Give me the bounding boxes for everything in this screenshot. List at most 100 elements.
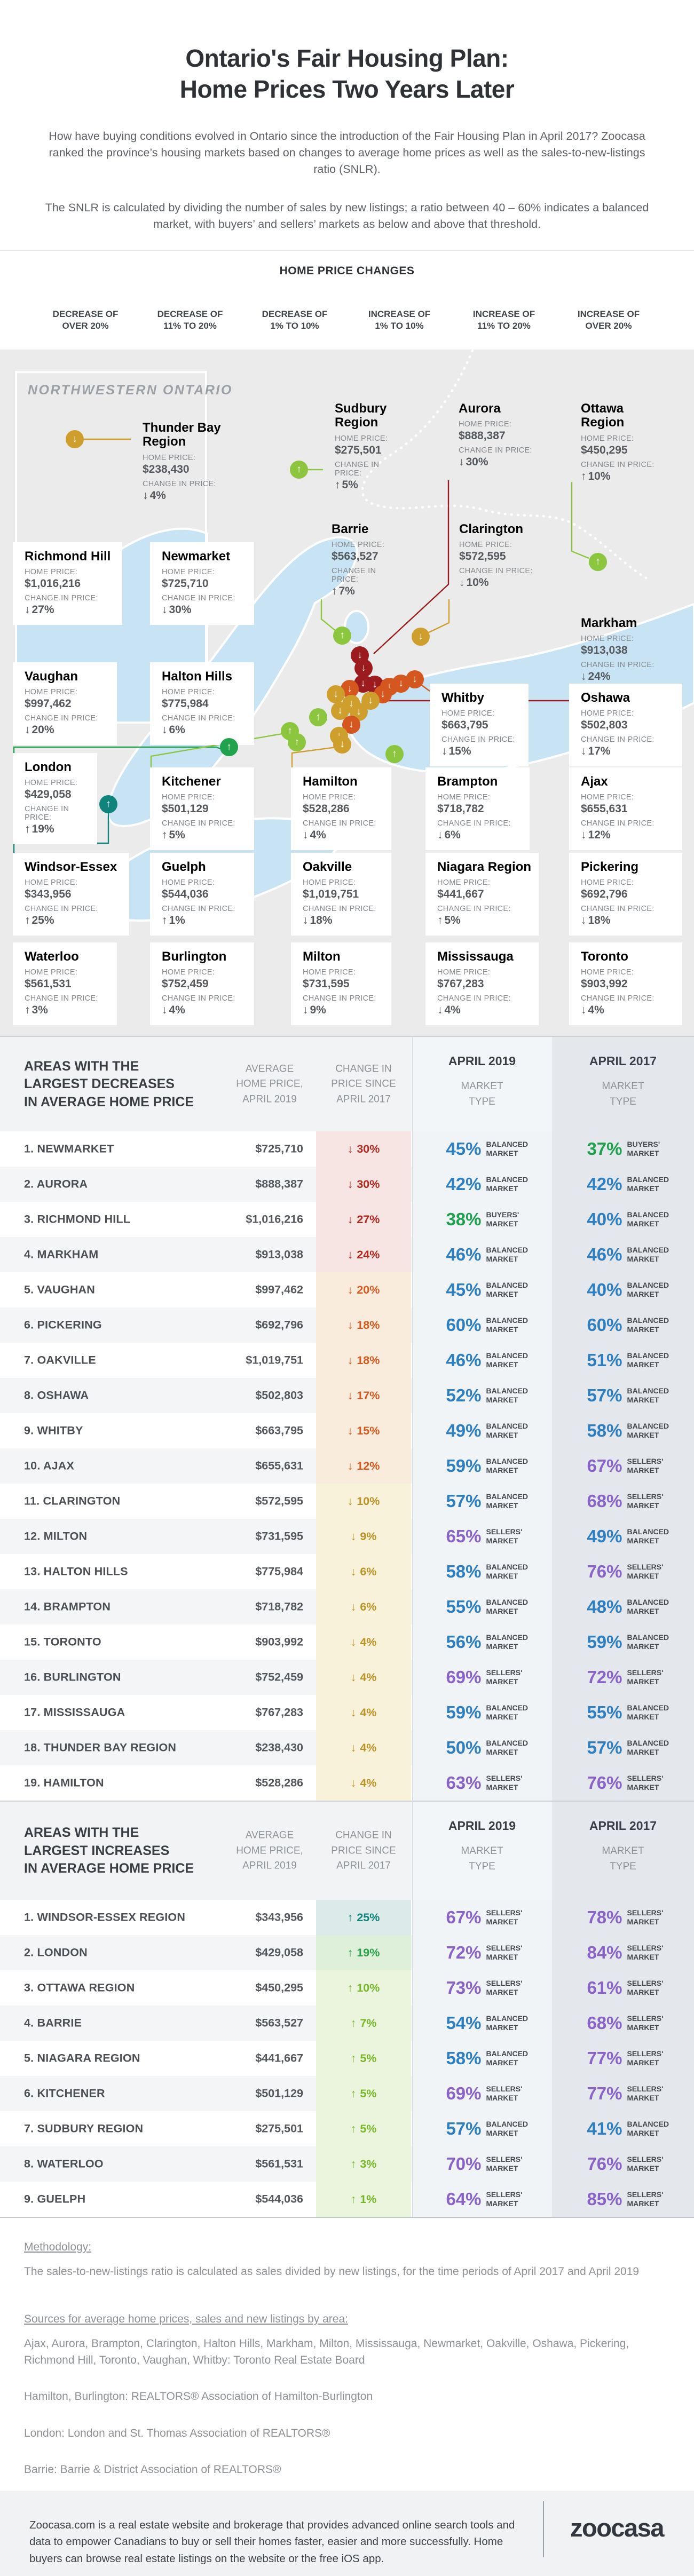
change-in-price-value: ↓ 30% bbox=[162, 604, 248, 616]
row-avg-price: $238,430 bbox=[255, 1741, 303, 1754]
change-in-price-value: ↑ 5% bbox=[162, 829, 248, 842]
change-pct: 7% bbox=[338, 585, 355, 598]
home-price-value: $752,459 bbox=[162, 978, 209, 990]
map-marker-icon: ↓ bbox=[333, 735, 351, 754]
market-2019: 52% BALANCED MARKET bbox=[412, 1378, 552, 1413]
change-in-price-value: ↑ 7% bbox=[332, 585, 404, 598]
change-pct: 6% bbox=[360, 1565, 377, 1578]
row-area-name: 14. BRAMPTON bbox=[24, 1600, 111, 1613]
row-avg-price: $429,058 bbox=[255, 1946, 303, 1959]
row-price-change: ↓ 30% bbox=[316, 1167, 411, 1202]
change-in-price-label: CHANGE IN PRICE: bbox=[25, 714, 98, 723]
legend-label: DECREASE OF 11% TO 20% bbox=[157, 309, 223, 331]
market-2019: 69% SELLERS' MARKET bbox=[412, 1660, 552, 1695]
table-row: 12. MILTON $731,595 ↓ 9% 65% SELLERS' MARK… bbox=[0, 1519, 694, 1554]
market-2019-label: BALANCED MARKET bbox=[486, 2120, 529, 2137]
market-2019: 63% SELLERS' MARKET bbox=[412, 1765, 552, 1801]
change-pct: 1% bbox=[360, 2192, 377, 2206]
market-2019: 45% BALANCED MARKET bbox=[412, 1272, 552, 1307]
change-in-price-label: CHANGE IN PRICE: bbox=[335, 460, 380, 478]
row-avg-price: $572,595 bbox=[255, 1494, 303, 1508]
row-area-name: 16. BURLINGTON bbox=[24, 1670, 121, 1684]
market-2017-label: BALANCED MARKET bbox=[627, 1527, 669, 1545]
callout-region-name: Vaughan bbox=[25, 669, 78, 684]
market-2017: 77% SELLERS' MARKET bbox=[552, 2076, 694, 2111]
northwestern-ontario-label: NORTHWESTERN ONTARIO bbox=[28, 383, 233, 398]
change-in-price-label: CHANGE IN PRICE: bbox=[303, 905, 376, 914]
change-pct: 18% bbox=[357, 1318, 380, 1331]
change-pct: 10% bbox=[357, 1494, 380, 1508]
map-callout: Vaughan HOME PRICE: $997,462 CHANGE IN P… bbox=[13, 662, 117, 746]
april-2017-header: APRIL 2017 bbox=[589, 1054, 657, 1068]
row-area-name: 9. WHITBY bbox=[24, 1424, 83, 1437]
row-avg-price: $655,631 bbox=[255, 1459, 303, 1472]
market-2017-label: BALANCED MARKET bbox=[627, 1386, 669, 1404]
source-line: Barrie: Barrie & District Association of… bbox=[24, 2463, 281, 2476]
row-price-change: ↓ 20% bbox=[316, 1272, 411, 1307]
row-avg-price: $997,462 bbox=[255, 1283, 303, 1296]
market-2019-label: BALANCED MARKET bbox=[486, 1281, 529, 1298]
row-avg-price: $903,992 bbox=[255, 1635, 303, 1648]
change-in-price-label: CHANGE IN PRICE: bbox=[437, 905, 511, 914]
map-marker-icon: ↓ bbox=[406, 670, 424, 688]
change-in-price-value: ↑ 3% bbox=[25, 1004, 111, 1017]
market-2017-pct: 78% bbox=[587, 1907, 622, 1927]
market-2017-label: BALANCED MARKET bbox=[627, 1633, 669, 1651]
row-area-name: 8. OSHAWA bbox=[24, 1389, 89, 1402]
callout-connector-line bbox=[320, 599, 337, 632]
change-pct: 4% bbox=[360, 1670, 377, 1684]
market-2017-pct: 68% bbox=[587, 1491, 622, 1511]
source-line: Ajax, Aurora, Brampton, Clarington, Halt… bbox=[24, 2337, 629, 2366]
change-in-price-value: ↓ 15% bbox=[441, 745, 522, 758]
change-pct: 6% bbox=[169, 724, 185, 736]
change-arrow-icon: ↑ bbox=[437, 914, 443, 927]
row-price-change: ↑ 19% bbox=[316, 1935, 411, 1970]
change-arrow-icon: ↓ bbox=[347, 1353, 353, 1367]
row-area-name: 12. MILTON bbox=[24, 1529, 88, 1543]
market-2019-label: BALANCED MARKET bbox=[486, 1422, 529, 1439]
change-in-price-value: ↓ 9% bbox=[303, 1004, 385, 1017]
market-2017-pct: 51% bbox=[587, 1350, 622, 1370]
change-in-price-value: ↓ 4% bbox=[437, 1004, 532, 1017]
change-pct: 19% bbox=[31, 823, 54, 836]
row-price-change: ↓ 18% bbox=[316, 1343, 411, 1378]
change-in-price-label: CHANGE IN PRICE: bbox=[162, 819, 235, 828]
change-pct: 18% bbox=[310, 914, 333, 927]
change-arrow-icon: ↓ bbox=[347, 1177, 353, 1191]
market-2017-pct: 57% bbox=[587, 1738, 622, 1757]
market-2017-pct: 55% bbox=[587, 1702, 622, 1722]
map-marker-icon: ↓ bbox=[354, 659, 373, 677]
home-price-value: $450,295 bbox=[581, 443, 628, 456]
legend-swatch-icon bbox=[78, 286, 93, 300]
callout-region-name: Richmond Hill bbox=[25, 549, 111, 564]
change-pct: 20% bbox=[31, 724, 54, 736]
map-callout: Whitby HOME PRICE: $663,795 CHANGE IN PR… bbox=[430, 684, 529, 767]
market-2019-pct: 63% bbox=[446, 1773, 482, 1793]
home-price-label: HOME PRICE: bbox=[303, 968, 356, 977]
change-arrow-icon: ↓ bbox=[162, 604, 168, 616]
change-pct: 5% bbox=[342, 478, 358, 491]
change-in-price-value: ↑ 5% bbox=[335, 479, 407, 492]
market-2017-label: BALANCED MARKET bbox=[627, 1739, 669, 1756]
row-price-change: ↑ 25% bbox=[316, 1900, 411, 1935]
home-price-value: $238,430 bbox=[143, 463, 190, 475]
home-price-value: $501,129 bbox=[162, 803, 209, 815]
market-2019-pct: 49% bbox=[446, 1421, 482, 1440]
change-pct: 25% bbox=[357, 1911, 380, 1924]
source-line: London: London and St. Thomas Associatio… bbox=[24, 2427, 330, 2439]
map-marker-icon: ↑ bbox=[589, 553, 607, 571]
row-area-name: 8. WATERLOO bbox=[24, 2157, 104, 2170]
change-arrow-icon: ↑ bbox=[347, 1946, 353, 1959]
change-arrow-icon: ↓ bbox=[437, 1004, 443, 1017]
market-2017-pct: 77% bbox=[587, 2083, 622, 2103]
row-area-name: 6. KITCHENER bbox=[24, 2087, 105, 2100]
callout-region-name: Clarington bbox=[459, 522, 523, 536]
change-in-price-value: ↓ 27% bbox=[25, 604, 116, 616]
row-price-change: ↑ 3% bbox=[316, 2146, 411, 2182]
row-price-change: ↓ 4% bbox=[316, 1695, 411, 1730]
table-row: 9. WHITBY $663,795 ↓ 15% 49% BALANCED MARK… bbox=[0, 1413, 694, 1448]
row-avg-price: $1,019,751 bbox=[246, 1353, 303, 1367]
legend-swatch-icon bbox=[602, 286, 616, 300]
map-callout: Clarington HOME PRICE: $572,595 CHANGE I… bbox=[447, 519, 557, 593]
row-price-change: ↓ 15% bbox=[316, 1413, 411, 1448]
